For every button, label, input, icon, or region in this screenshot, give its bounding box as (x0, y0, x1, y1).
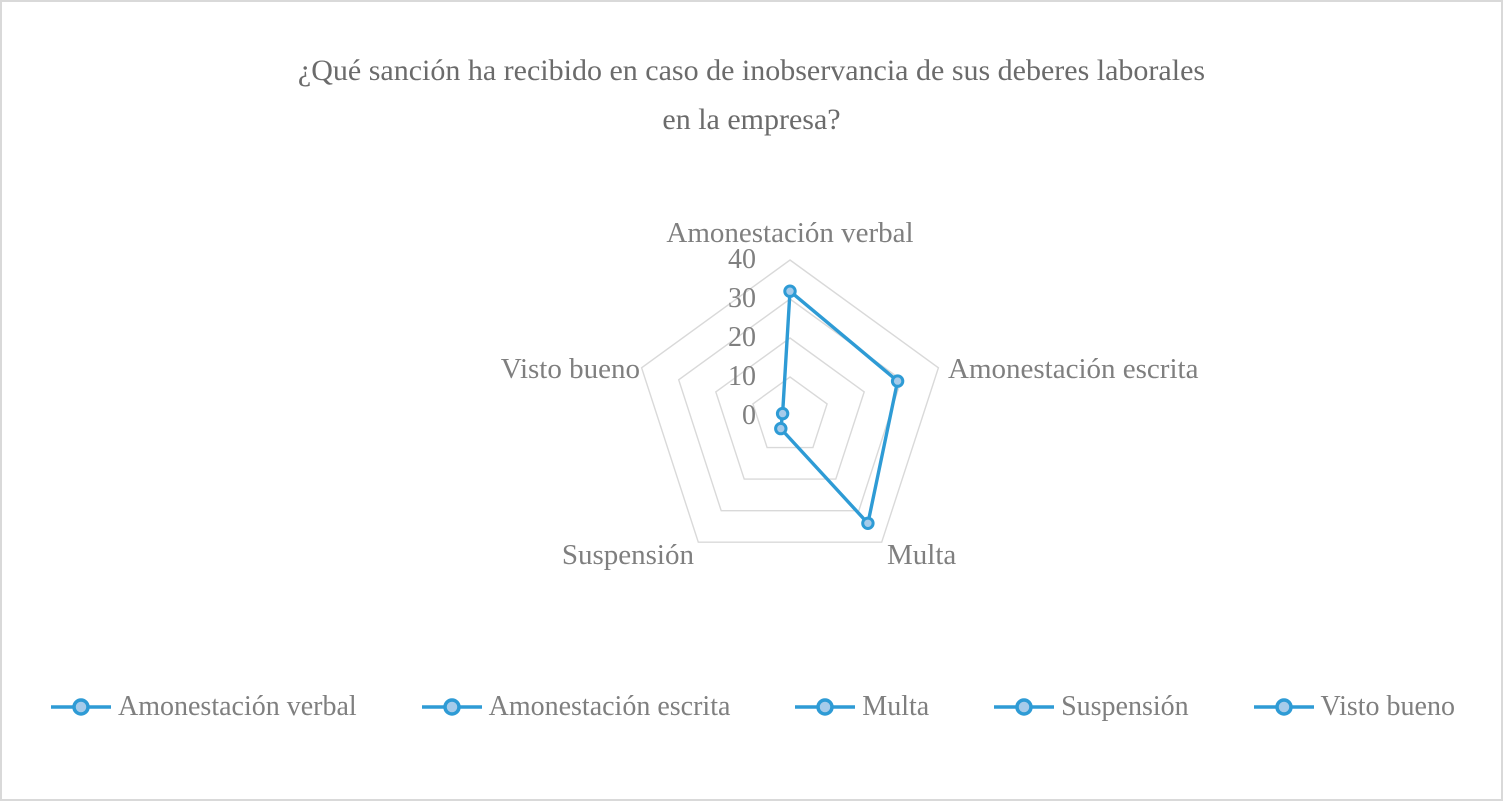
legend-label: Multa (862, 691, 930, 722)
tick-30: 30 (728, 283, 756, 314)
axis-label-amonestacion-verbal: Amonestación verbal (666, 217, 914, 249)
series-marker-icon (795, 698, 856, 716)
legend-label: Visto bueno (1320, 691, 1455, 722)
chart-legend: Amonestación verbal Amonestación escrita… (50, 690, 1455, 724)
legend-item-visto-bueno[interactable]: Visto bueno (1253, 691, 1455, 723)
legend-label: Amonestación verbal (118, 691, 357, 722)
legend-label: Amonestación escrita (488, 691, 731, 722)
legend-item-suspension[interactable]: Suspensión (993, 691, 1189, 723)
axis-label-amonestacion-escrita: Amonestación escrita (948, 353, 1199, 385)
tick-40: 40 (728, 244, 756, 275)
legend-item-amonestacion-escrita[interactable]: Amonestación escrita (421, 691, 731, 723)
series-marker-icon (421, 698, 482, 716)
chart-title: ¿Qué sanción ha recibido en caso de inob… (2, 46, 1501, 144)
legend-item-amonestacion-verbal[interactable]: Amonestación verbal (50, 691, 357, 723)
chart-title-line-2: en la empresa? (662, 103, 841, 136)
series-marker-icon (994, 698, 1055, 716)
axis-label-suspension: Suspensión (561, 539, 694, 571)
tick-10: 10 (728, 361, 756, 392)
axis-label-multa: Multa (887, 539, 957, 571)
chart-title-line-1: ¿Qué sanción ha recibido en caso de inob… (297, 54, 1206, 87)
tick-20: 20 (728, 322, 756, 353)
legend-label: Suspensión (1061, 691, 1189, 722)
legend-item-multa[interactable]: Multa (794, 691, 929, 723)
series-marker-icon (51, 698, 111, 716)
series-marker-icon (1253, 698, 1314, 716)
tick-0: 0 (742, 400, 756, 431)
axis-label-visto-bueno: Visto bueno (500, 353, 640, 385)
